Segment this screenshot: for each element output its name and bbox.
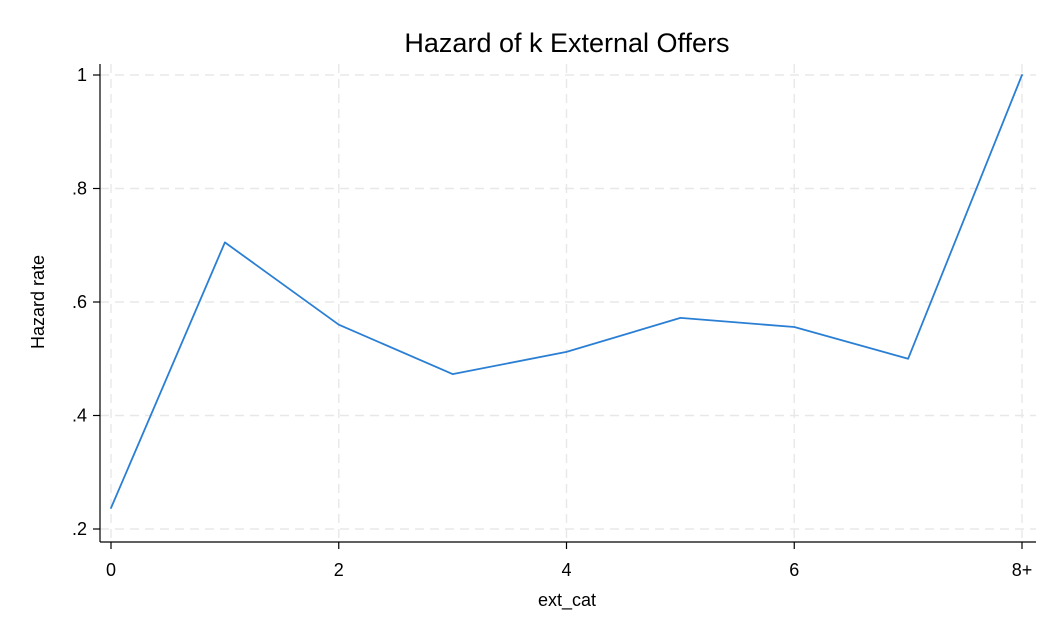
y-tick-label-0: .2	[72, 519, 87, 539]
tick-layer: .2 .4 .6 .8 1 0 2 4 6 8+	[72, 65, 1032, 580]
series-line-0	[110, 74, 1023, 509]
y-tick-label-2: .6	[72, 292, 87, 312]
x-tick-label-3: 6	[789, 560, 799, 580]
series-layer	[110, 74, 1023, 509]
y-tick-label-3: .8	[72, 179, 87, 199]
y-tick-label-4: 1	[77, 65, 87, 85]
axis-layer	[99, 64, 1036, 543]
y-tick-label-1: .4	[72, 406, 87, 426]
x-axis-title: ext_cat	[538, 590, 596, 611]
x-tick-label-2: 4	[561, 560, 571, 580]
x-tick-label-4: 8+	[1012, 560, 1033, 580]
x-tick-label-0: 0	[106, 560, 116, 580]
grid-layer	[100, 64, 1036, 542]
x-tick-label-1: 2	[334, 560, 344, 580]
chart-title: Hazard of k External Offers	[404, 28, 729, 58]
y-axis-title: Hazard rate	[28, 255, 48, 349]
